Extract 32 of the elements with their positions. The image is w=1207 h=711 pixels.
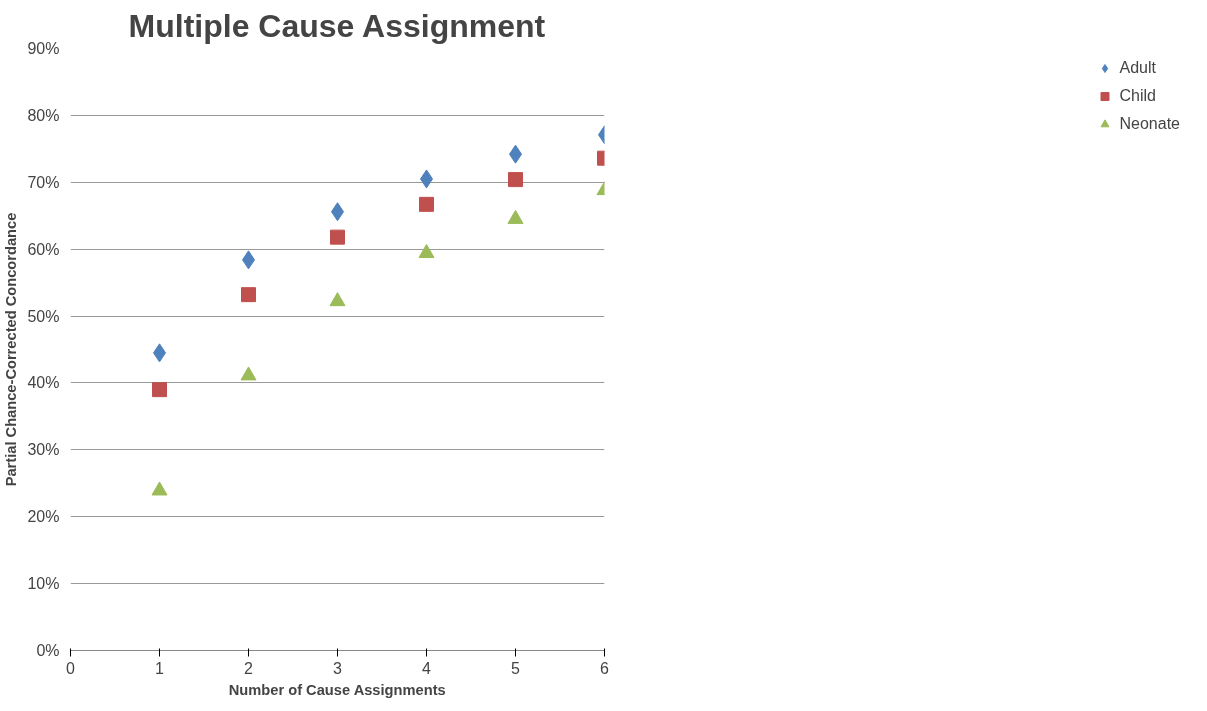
x-tick-label: 4 [422,659,432,677]
x-tick-label: 2 [244,659,254,677]
point [241,287,256,303]
point [151,481,168,496]
y-tick-label: 90% [27,40,60,57]
legend-label: Child [1119,87,1156,105]
point [508,172,523,188]
x-axis-title: Number of Cause Assignments [228,681,446,698]
point [418,244,435,259]
y-tick-label: 70% [27,173,60,191]
x-tick-label: 3 [333,659,343,677]
y-tick-label: 10% [27,575,60,593]
y-tick-label: 0% [36,642,60,659]
point [152,382,167,398]
y-tick-label: 20% [27,508,60,526]
y-tick-label: 80% [27,106,60,124]
chart-title: Multiple Cause Assignment [128,7,546,44]
y-tick-label: 30% [27,441,60,459]
x-tick-label: 1 [155,659,165,677]
legend-label: Neonate [1119,115,1180,133]
x-tick-label: 0 [66,659,76,677]
point [330,229,345,245]
point [240,366,257,381]
legend-label: Adult [1119,59,1156,77]
point [329,292,346,307]
y-tick-label: 50% [27,307,60,325]
y-axis-title: Partial Chance-Corrected Concordance [3,212,20,487]
y-tick-label: 40% [27,374,60,392]
x-tick-label: 6 [600,659,610,677]
point [419,196,434,212]
x-tick-label: 5 [511,659,521,677]
y-tick-label: 60% [27,240,60,258]
